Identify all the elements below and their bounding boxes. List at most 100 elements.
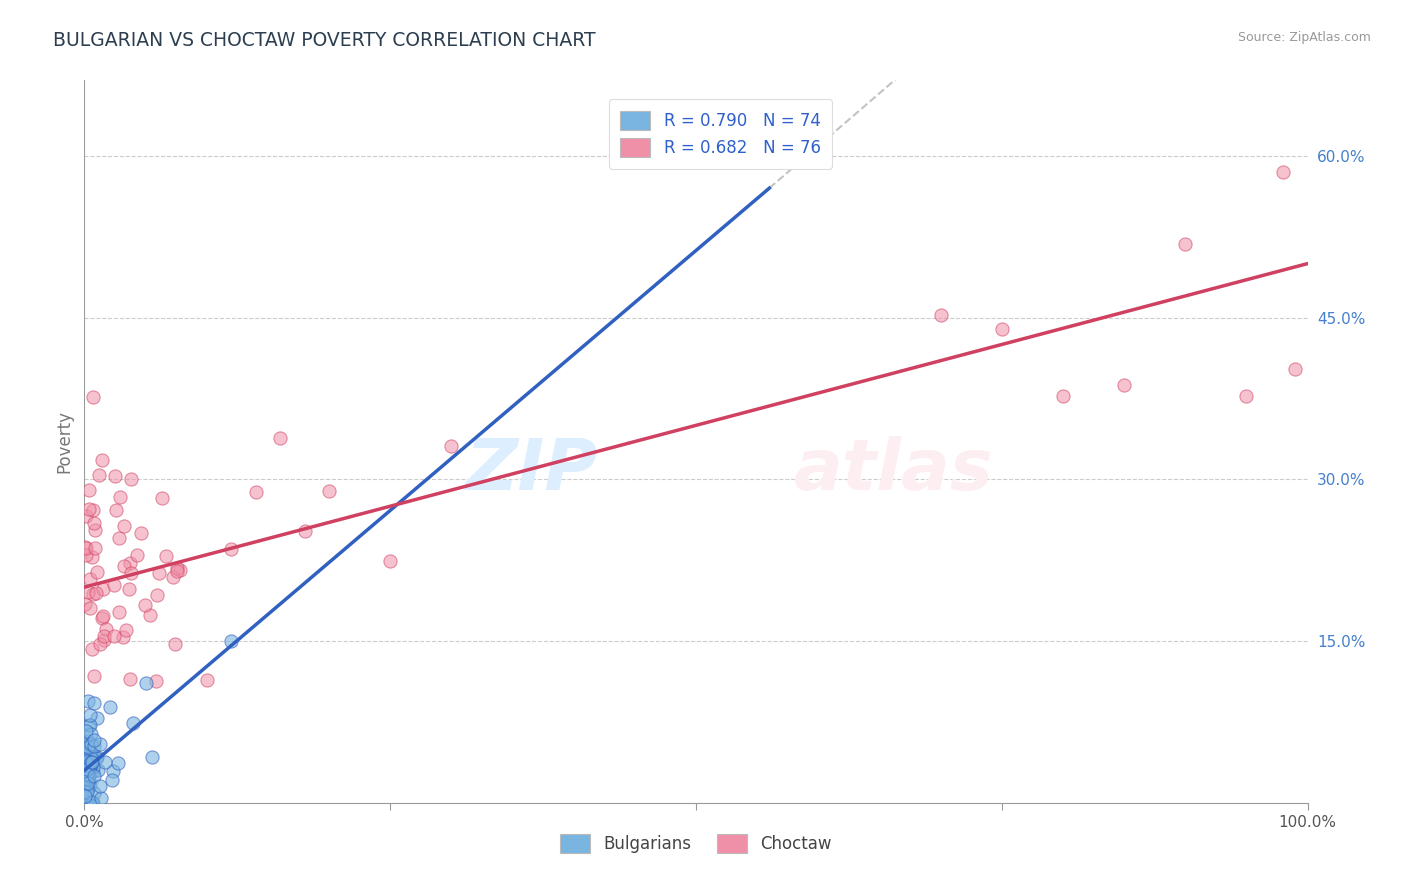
Point — [79, 778, 101, 792]
Point — [134, 598, 156, 612]
Point — [440, 439, 463, 453]
Point — [76, 775, 98, 789]
Point — [79, 601, 101, 615]
Point — [75, 598, 97, 612]
Point — [120, 472, 142, 486]
Point — [76, 766, 98, 780]
Point — [82, 755, 104, 769]
Point — [120, 673, 142, 687]
Point — [195, 673, 218, 687]
Point — [77, 768, 100, 782]
Point — [77, 483, 100, 497]
Point — [86, 565, 108, 579]
Point — [75, 754, 97, 768]
Point — [80, 727, 103, 741]
Point — [108, 531, 131, 545]
Point — [76, 585, 98, 599]
Point — [75, 771, 97, 785]
Point — [1114, 378, 1136, 392]
Point — [107, 756, 129, 771]
Point — [80, 750, 103, 764]
Point — [138, 607, 160, 622]
Point — [75, 548, 97, 562]
Point — [76, 751, 98, 765]
Point — [75, 789, 97, 804]
Point — [82, 757, 104, 772]
Point — [79, 759, 101, 773]
Point — [82, 503, 104, 517]
Point — [83, 697, 105, 711]
Point — [83, 786, 105, 800]
Point — [163, 636, 186, 650]
Point — [929, 308, 952, 322]
Point — [82, 796, 104, 810]
Point — [86, 750, 108, 764]
Point — [76, 776, 98, 790]
Point — [76, 758, 98, 772]
Point — [77, 755, 100, 769]
Point — [80, 747, 103, 762]
Point — [294, 524, 316, 538]
Point — [93, 629, 115, 643]
Point — [82, 550, 104, 565]
Point — [86, 750, 108, 764]
Point — [94, 755, 117, 769]
Legend: Bulgarians, Choctaw: Bulgarians, Choctaw — [554, 827, 838, 860]
Point — [77, 758, 100, 772]
Point — [110, 490, 132, 504]
Point — [82, 795, 104, 809]
Point — [89, 779, 111, 793]
Point — [83, 739, 105, 754]
Point — [1236, 388, 1258, 402]
Point — [76, 694, 98, 708]
Point — [146, 588, 169, 602]
Point — [103, 577, 125, 591]
Point — [129, 526, 152, 541]
Point — [245, 485, 267, 500]
Point — [89, 636, 111, 650]
Point — [83, 769, 105, 783]
Point — [76, 785, 98, 799]
Point — [76, 767, 98, 781]
Point — [86, 586, 108, 600]
Point — [82, 642, 104, 657]
Point — [120, 556, 142, 570]
Point — [79, 501, 101, 516]
Point — [82, 764, 104, 779]
Point — [991, 322, 1014, 336]
Point — [75, 747, 97, 762]
Point — [90, 791, 112, 805]
Text: Source: ZipAtlas.com: Source: ZipAtlas.com — [1237, 31, 1371, 45]
Point — [135, 676, 157, 690]
Point — [79, 707, 101, 722]
Point — [89, 737, 111, 751]
Point — [318, 483, 340, 498]
Point — [75, 755, 97, 769]
Point — [75, 540, 97, 554]
Point — [79, 572, 101, 586]
Point — [219, 633, 242, 648]
Point — [73, 777, 96, 791]
Point — [1174, 237, 1197, 252]
Text: atlas: atlas — [794, 436, 994, 505]
Point — [1052, 389, 1074, 403]
Point — [111, 630, 134, 644]
Point — [75, 762, 97, 776]
Text: BULGARIAN VS CHOCTAW POVERTY CORRELATION CHART: BULGARIAN VS CHOCTAW POVERTY CORRELATION… — [53, 31, 596, 50]
Point — [77, 739, 100, 754]
Point — [91, 582, 114, 596]
Point — [87, 468, 110, 483]
Point — [76, 772, 98, 786]
Point — [380, 554, 402, 568]
Text: ZIP: ZIP — [465, 436, 598, 505]
Point — [219, 542, 242, 557]
Point — [75, 796, 97, 810]
Point — [80, 756, 103, 770]
Point — [125, 548, 148, 562]
Point — [82, 390, 104, 404]
Point — [115, 624, 138, 638]
Point — [91, 453, 114, 467]
Point — [150, 491, 173, 505]
Point — [148, 566, 170, 581]
Point — [77, 782, 100, 797]
